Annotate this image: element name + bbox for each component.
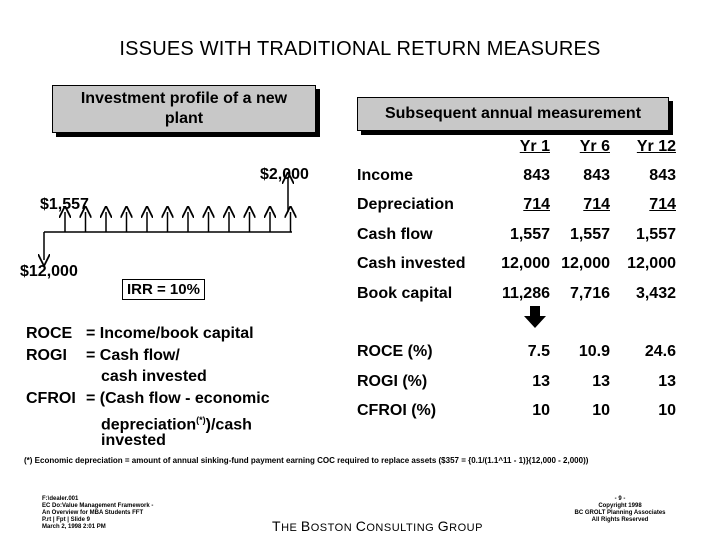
footer-left-line: P.rt | Fpt | Slide 9	[42, 517, 90, 523]
footer-left: F:\dealer.001 EC Do:Value Management Fra…	[42, 496, 153, 531]
footer-right: - 9 - Copyright 1998 BC GROLT Planning A…	[560, 496, 680, 524]
bcg-roup: ROUP	[449, 522, 483, 534]
rogi-definition-line2: cash invested	[101, 368, 207, 385]
bcg-b: B	[300, 518, 311, 534]
ratio-cell: 10	[592, 402, 610, 419]
ratio-cell: 7.5	[527, 343, 550, 360]
header-yr1: Yr 1	[519, 138, 550, 155]
ratio-cell: 10	[658, 402, 676, 419]
bcg-c: C	[355, 518, 367, 534]
footer-left-line: An Overview for MBA Students FFT	[42, 510, 144, 516]
table-cell: 714	[649, 196, 676, 213]
cfroi-definition-line1: = (Cash flow - economic	[86, 390, 270, 407]
table-cell: 843	[583, 167, 610, 184]
bcg-he: HE	[281, 522, 301, 534]
table-cell: 3,432	[635, 285, 676, 302]
header-yr12: Yr 12	[636, 138, 676, 155]
bcg-logo-text: THE BOSTON CONSULTING GROUP	[272, 518, 483, 534]
table-cell: 11,286	[501, 285, 550, 302]
bcg-onsulting: ONSULTING	[366, 522, 438, 534]
irr-box: IRR = 10%	[122, 279, 205, 300]
investment-profile-label: Investment profile of a new plant	[80, 90, 288, 127]
ratio-cell: 13	[592, 373, 610, 390]
bcg-t: T	[272, 518, 282, 534]
header-yr6: Yr 6	[579, 138, 610, 155]
footnote-text: (*) Economic depreciation = amount of an…	[24, 456, 589, 465]
table-cell: 1,557	[569, 226, 610, 243]
ratio-cell: 13	[532, 373, 550, 390]
initial-investment-label: $12,000	[20, 263, 78, 280]
copyright-line: All Rights Reserved	[591, 517, 649, 523]
bcg-oston: OSTON	[310, 522, 356, 534]
table-row-label: Cash flow	[357, 226, 433, 243]
table-cell: 1,557	[635, 226, 676, 243]
rogi-definition-label: ROGI	[26, 347, 67, 364]
cfroi-footnote-marker: (*)	[196, 415, 206, 425]
terminal-value-label: $2,000	[260, 166, 309, 183]
table-cell: 12,000	[501, 255, 550, 272]
ratio-cell: 13	[658, 373, 676, 390]
down-arrow-icon	[524, 306, 546, 328]
footer-left-line: F:\dealer.001	[42, 496, 79, 502]
cfroi-definition-line3: invested	[101, 432, 166, 449]
investment-profile-box: Investment profile of a new plant	[52, 85, 316, 133]
ratio-cell: 24.6	[644, 343, 676, 360]
table-row-label: Income	[357, 167, 414, 184]
table-cell: 7,716	[569, 285, 610, 302]
table-cell: 714	[583, 196, 610, 213]
ratio-cell: 10	[532, 402, 550, 419]
table-row-label: Depreciation	[357, 196, 454, 213]
cfroi-def-text: depreciation	[101, 416, 197, 434]
footer-left-line: March 2, 1998 2:01 PM	[42, 524, 106, 530]
table-row-label: Cash invested	[357, 255, 466, 272]
cfroi-definition-label: CFROI	[26, 390, 76, 407]
table-cell: 714	[523, 196, 550, 213]
bcg-g: G	[437, 518, 450, 534]
page-title: ISSUES WITH TRADITIONAL RETURN MEASURES	[119, 38, 601, 60]
table-cell: 12,000	[561, 255, 610, 272]
annual-measurement-label: Subsequent annual measurement	[384, 105, 642, 122]
ratio-row-label: ROCE (%)	[357, 343, 433, 360]
cfroi-def-text-b: )/cash	[205, 416, 252, 434]
rogi-definition-line1: = Cash flow/	[86, 347, 180, 364]
cfroi-definition-line2: depreciation(*))/cash	[101, 411, 252, 434]
ratio-row-label: ROGI (%)	[357, 373, 428, 390]
table-cell: 843	[523, 167, 550, 184]
footnote: (*) Economic depreciation = amount of an…	[24, 456, 714, 465]
copyright-line: BC GROLT Planning Associates	[574, 510, 666, 516]
roce-definition: = Income/book capital	[86, 325, 254, 342]
footer-left-line: EC Do:Value Management Framework -	[42, 503, 154, 509]
table-cell: 1,557	[509, 226, 550, 243]
annual-cashflow-label: $1,557	[40, 196, 89, 213]
table-row-label: Book capital	[357, 285, 453, 302]
roce-definition-label: ROCE	[26, 325, 73, 342]
ratio-cell: 10.9	[578, 343, 610, 360]
ratio-row-label: CFROI (%)	[357, 402, 437, 419]
table-cell: 12,000	[627, 255, 676, 272]
table-cell: 843	[649, 167, 676, 184]
copyright-line: Copyright 1998	[598, 503, 642, 509]
page-number: - 9 -	[614, 496, 626, 502]
annual-measurement-box: Subsequent annual measurement	[357, 97, 669, 131]
